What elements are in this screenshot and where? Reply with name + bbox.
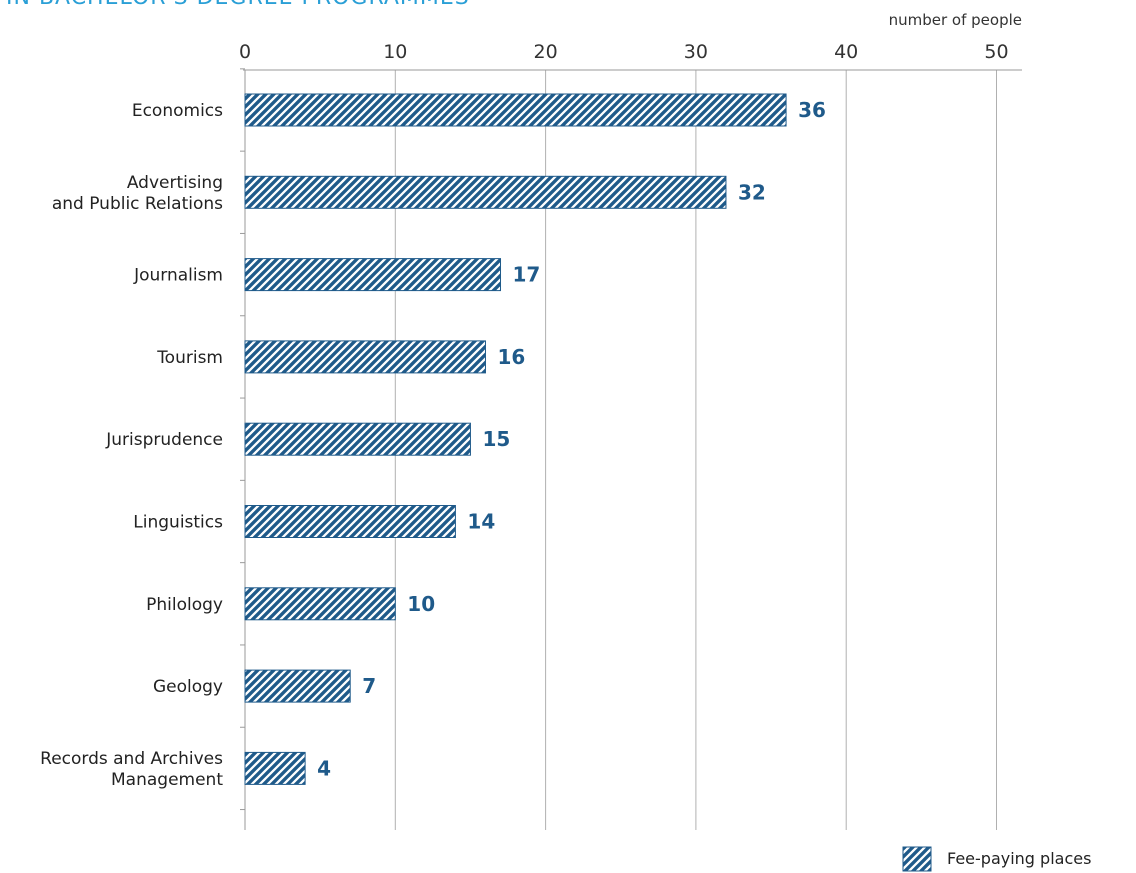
x-tick-label: 40 bbox=[834, 41, 858, 63]
category-label-line: Geology bbox=[153, 677, 223, 697]
bar bbox=[244, 258, 502, 292]
value-label: 15 bbox=[482, 427, 510, 451]
axis-unit-label: number of people bbox=[889, 11, 1022, 29]
category-label-line: Tourism bbox=[156, 348, 223, 368]
legend-label: Fee-paying places bbox=[947, 849, 1091, 868]
category-label: Economics bbox=[132, 101, 223, 121]
category-label-line: and Public Relations bbox=[52, 194, 223, 214]
category-label: Jurisprudence bbox=[105, 430, 223, 450]
bar bbox=[244, 175, 727, 209]
value-labels: 36 32 17 16 15 14 10 7 4 bbox=[317, 98, 826, 780]
bar bbox=[244, 505, 456, 538]
category-labels: Economics Advertising and Public Relations… bbox=[40, 101, 223, 790]
legend-swatch bbox=[902, 846, 932, 872]
category-label: Records and Archives Management bbox=[40, 749, 223, 790]
bar bbox=[244, 587, 396, 621]
x-tick-label: 0 bbox=[239, 41, 251, 63]
category-label-line: Linguistics bbox=[133, 513, 223, 533]
category-label-line: Economics bbox=[132, 101, 223, 121]
x-tick-label: 10 bbox=[383, 41, 407, 63]
bar bbox=[244, 422, 471, 456]
category-label: Tourism bbox=[156, 348, 223, 368]
category-label-line: Advertising bbox=[127, 173, 223, 193]
category-label-line: Jurisprudence bbox=[105, 430, 223, 450]
value-label: 16 bbox=[497, 345, 525, 369]
bar bbox=[244, 669, 351, 703]
category-label-line: Records and Archives bbox=[40, 749, 223, 769]
value-label: 14 bbox=[467, 510, 495, 534]
category-label-line: Philology bbox=[146, 595, 223, 615]
category-label: Advertising and Public Relations bbox=[52, 173, 223, 214]
x-tick-label: 20 bbox=[534, 41, 558, 63]
value-label: 32 bbox=[738, 180, 766, 204]
category-label: Linguistics bbox=[133, 513, 223, 533]
value-label: 4 bbox=[317, 756, 331, 780]
bar bbox=[244, 751, 306, 785]
bar bbox=[244, 340, 486, 374]
value-label: 36 bbox=[798, 98, 826, 122]
chart-title: IN BACHELOR'S DEGREE PROGRAMMES bbox=[6, 0, 470, 10]
bar bbox=[244, 93, 787, 127]
category-label: Philology bbox=[146, 595, 223, 615]
value-label: 10 bbox=[407, 592, 435, 616]
value-label: 17 bbox=[513, 263, 541, 287]
x-tick-label: 50 bbox=[984, 41, 1008, 63]
bars bbox=[244, 93, 787, 785]
category-label-line: Journalism bbox=[133, 266, 223, 286]
category-label-line: Management bbox=[111, 770, 223, 790]
legend: Fee-paying places bbox=[902, 846, 1091, 872]
value-label: 7 bbox=[362, 674, 376, 698]
category-label: Journalism bbox=[133, 266, 223, 286]
x-axis-ticks: 0 10 20 30 40 50 bbox=[239, 41, 1009, 63]
category-label: Geology bbox=[153, 677, 223, 697]
x-tick-label: 30 bbox=[684, 41, 708, 63]
